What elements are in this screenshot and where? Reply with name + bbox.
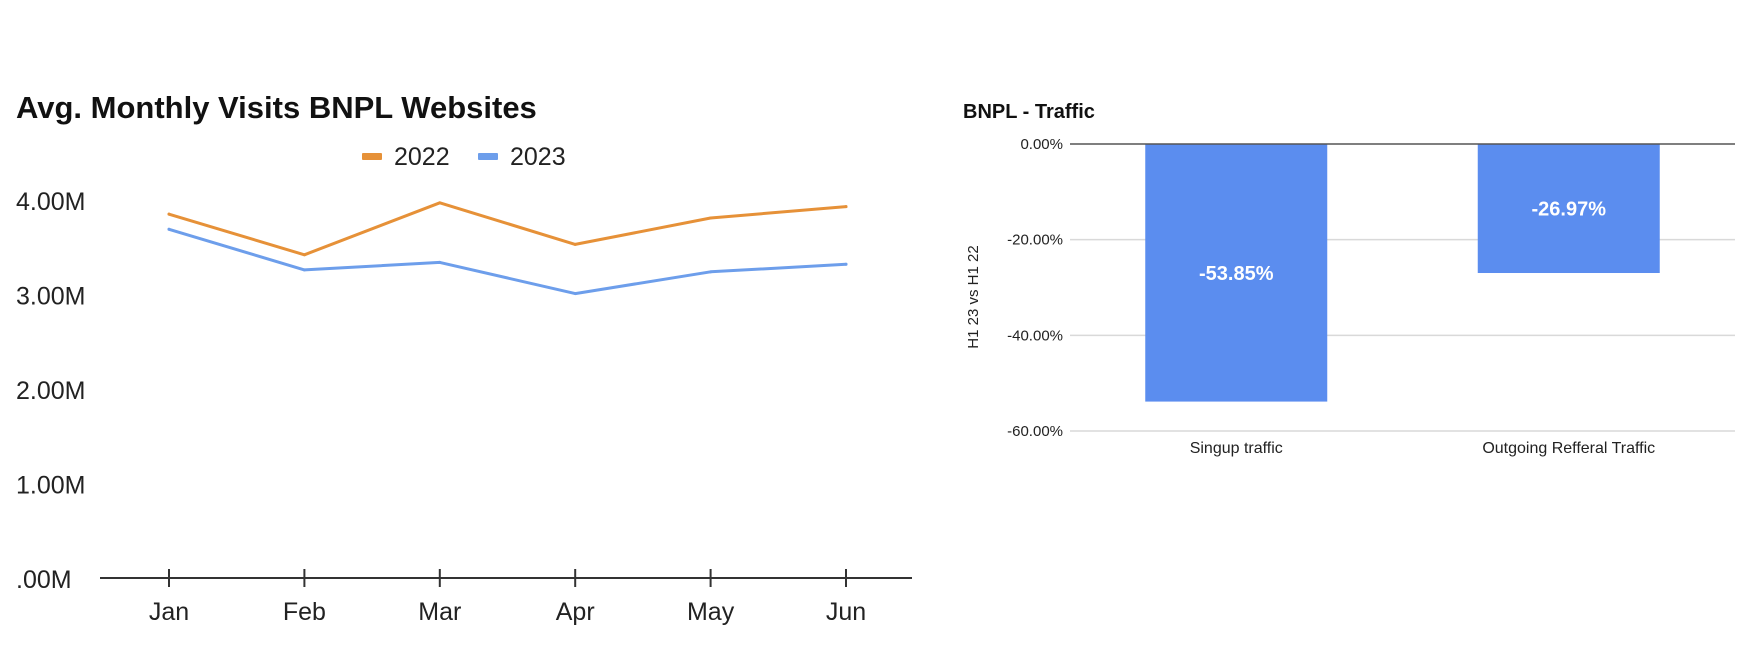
line-chart-y-axis: .00M 1.00M 2.00M 3.00M 4.00M	[16, 188, 85, 594]
line-chart-x-tick-label: Mar	[418, 598, 461, 626]
data-point-2023-jun	[844, 262, 848, 266]
line-chart-title: Avg. Monthly Visits BNPL Websites	[16, 90, 537, 125]
line-chart-x-tick-label: May	[687, 598, 735, 626]
bar-singup-traffic	[1145, 144, 1328, 402]
line-chart-y-tick-label: .00M	[16, 566, 72, 594]
line-chart-y-tick-label: 3.00M	[16, 283, 85, 311]
bar-chart-data-labels: -53.85% -26.97%	[1199, 199, 1606, 285]
legend-swatch-2022	[362, 153, 382, 160]
bar-chart-x-tick-label: Singup traffic	[1190, 440, 1283, 457]
data-point-2023-may	[709, 270, 713, 274]
bar-chart-y-tick-label: -40.00%	[1007, 327, 1063, 344]
bar-chart-y-axis: 0.00% -20.00% -40.00% -60.00%	[1007, 136, 1735, 440]
data-point-2022-jan	[167, 212, 171, 216]
line-chart-y-tick-label: 1.00M	[16, 472, 85, 500]
legend-label-2023: 2023	[510, 143, 566, 171]
legend-label-2022: 2022	[394, 143, 450, 171]
data-point-2023-apr	[573, 292, 577, 296]
data-point-2022-mar	[438, 201, 442, 205]
line-chart-x-axis: Jan Feb Mar Apr May Jun	[100, 569, 912, 626]
line-chart: Avg. Monthly Visits BNPL Websites 2022 20…	[16, 90, 912, 626]
line-chart-x-tick-label: Jan	[149, 598, 189, 626]
line-chart-x-tick-label: Apr	[556, 598, 595, 626]
bar-chart: BNPL - Traffic H1 23 vs H1 22 0.00% -20.0…	[963, 101, 1735, 457]
bar-data-label: -26.97%	[1532, 199, 1607, 221]
data-point-2022-apr	[573, 242, 577, 246]
bar-chart-x-tick-label: Outgoing Refferal Traffic	[1482, 440, 1655, 457]
data-point-2022-jun	[844, 205, 848, 209]
line-chart-x-tick-label: Feb	[283, 598, 326, 626]
data-point-2022-feb	[302, 253, 306, 257]
line-chart-y-tick-label: 2.00M	[16, 377, 85, 405]
bar-chart-title: BNPL - Traffic	[963, 101, 1095, 123]
line-chart-series	[167, 201, 848, 296]
data-point-2022-may	[709, 216, 713, 220]
bar-chart-y-axis-title: H1 23 vs H1 22	[965, 245, 982, 348]
bar-chart-y-tick-label: 0.00%	[1020, 136, 1063, 153]
bar-chart-y-tick-label: -20.00%	[1007, 232, 1063, 249]
line-chart-x-tick-label: Jun	[826, 598, 866, 626]
bar-chart-x-axis: Singup traffic Outgoing Refferal Traffic	[1190, 440, 1655, 457]
series-line-2023	[167, 227, 848, 296]
series-line-2022	[167, 201, 848, 257]
legend-swatch-2023	[478, 153, 498, 160]
data-point-2023-feb	[302, 268, 306, 272]
bar-chart-bars	[1145, 144, 1660, 402]
line-chart-y-tick-label: 4.00M	[16, 188, 85, 216]
bar-data-label: -53.85%	[1199, 263, 1274, 285]
bar-chart-y-tick-label: -60.00%	[1007, 423, 1063, 440]
data-point-2023-jan	[167, 227, 171, 231]
bar-outgoing-refferal-traffic	[1477, 144, 1660, 274]
line-chart-legend: 2022 2023	[362, 143, 566, 171]
data-point-2023-mar	[438, 260, 442, 264]
